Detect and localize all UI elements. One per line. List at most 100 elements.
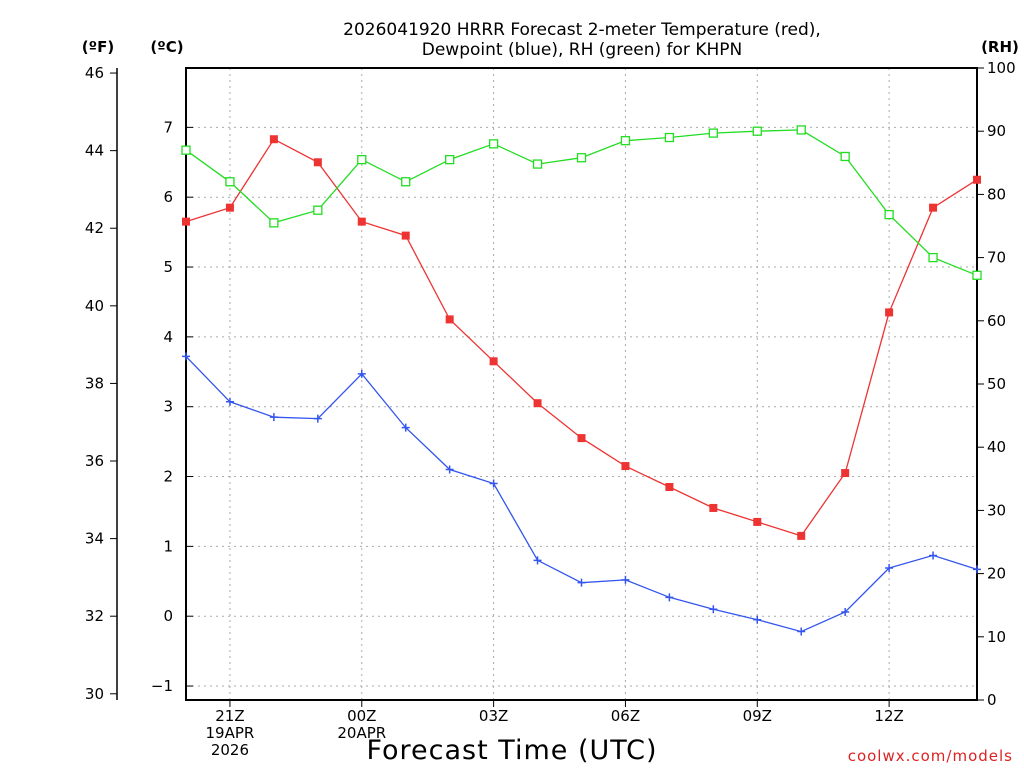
dewpoint-point — [313, 414, 322, 423]
celsius-tick-label: 3 — [163, 398, 173, 416]
dewpoint-point — [357, 369, 366, 378]
dewpoint-point — [841, 608, 850, 617]
2-meter-temperature-point — [445, 315, 454, 324]
2-meter-temperature-point — [313, 158, 322, 167]
dewpoint-point — [401, 423, 410, 432]
rh-point — [796, 125, 806, 135]
rh-tick-label: 60 — [987, 312, 1006, 330]
fahrenheit-tick-label: 44 — [85, 142, 104, 160]
dewpoint-point — [225, 397, 234, 406]
celsius-tick-label: 6 — [163, 188, 173, 206]
rh-tick-label: 30 — [987, 501, 1006, 519]
dewpoint-point — [445, 465, 454, 474]
rh-tick-label: 100 — [987, 59, 1016, 77]
chart-title-line1: 2026041920 HRRR Forecast 2-meter Tempera… — [343, 20, 821, 40]
time-tick-label: 06Z — [611, 707, 640, 725]
time-tick-label: 00Z — [347, 707, 376, 725]
celsius-axis: −1 0 1 2 3 4 5 6 7 — [151, 118, 193, 695]
celsius-tick-label: 2 — [163, 468, 173, 486]
rh-tick-label: 10 — [987, 628, 1006, 646]
fahrenheit-tick-label: 36 — [85, 452, 104, 470]
time-tick-label: 03Z — [479, 707, 508, 725]
time-tick-label: 19APR — [206, 724, 255, 742]
2-meter-temperature-point — [929, 203, 938, 212]
dewpoint-point — [269, 413, 278, 422]
rh-point — [752, 126, 762, 136]
credit-label: coolwx.com/models — [848, 747, 1013, 765]
time-tick-label: 12Z — [874, 707, 903, 725]
2-meter-temperature-point — [533, 399, 542, 408]
rh-point — [972, 270, 982, 280]
rh-tick-label: 80 — [987, 185, 1006, 203]
rh-point — [401, 177, 411, 187]
dewpoint-point — [577, 578, 586, 587]
series-layer — [181, 125, 982, 636]
rh-tick-label: 40 — [987, 438, 1006, 456]
2-meter-temperature-point — [709, 503, 718, 512]
rh-point — [269, 218, 279, 228]
time-tick-label: 09Z — [743, 707, 772, 725]
rh-axis: 0 10 20 30 40 50 60 70 80 90 100 — [977, 59, 1016, 709]
grid — [186, 68, 977, 700]
2-meter-temperature-point — [841, 469, 850, 478]
2-meter-temperature-point — [182, 217, 190, 226]
celsius-tick-label: 1 — [163, 537, 173, 555]
dewpoint-point — [929, 551, 938, 560]
celsius-unit-label: (ºC) — [150, 38, 183, 56]
celsius-tick-label: 7 — [163, 118, 173, 136]
dewpoint-line — [185, 355, 978, 633]
rh-point — [884, 209, 894, 220]
rh-line — [185, 129, 978, 276]
2-meter-temperature-point — [797, 531, 806, 540]
rh-point — [225, 177, 235, 187]
plot-frame — [185, 67, 978, 701]
2-meter-temperature-point — [577, 434, 586, 443]
2-meter-temperature-point — [401, 231, 410, 240]
rh-point — [532, 159, 543, 169]
dewpoint-point — [753, 615, 762, 624]
dewpoint-point — [182, 352, 190, 361]
rh-point — [840, 151, 850, 162]
rh-point — [357, 154, 367, 165]
fahrenheit-tick-label: 46 — [85, 64, 104, 82]
rh-unit-label: (RH) — [981, 38, 1019, 56]
fahrenheit-tick-label: 42 — [85, 219, 104, 237]
2-meter-temperature-point — [357, 217, 366, 226]
rh-tick-label: 0 — [987, 691, 997, 709]
rh-point — [664, 132, 675, 143]
dewpoint-point — [621, 575, 630, 584]
celsius-tick-label: 0 — [163, 607, 173, 625]
dewpoint-point — [489, 479, 498, 488]
rh-point — [445, 154, 455, 165]
rh-point — [928, 252, 938, 263]
fahrenheit-unit-label: (ºF) — [82, 38, 114, 56]
dewpoint-point — [533, 556, 542, 565]
celsius-tick-label: 5 — [163, 258, 173, 276]
2-meter-temperature-point — [885, 308, 894, 317]
time-tick-label: 20APR — [337, 724, 386, 742]
rh-point — [313, 205, 323, 215]
time-tick-label: 21Z — [215, 707, 244, 725]
rh-tick-label: 50 — [987, 375, 1006, 393]
fahrenheit-tick-label: 30 — [85, 685, 104, 703]
2-meter-temperature-point — [753, 517, 762, 526]
dewpoint-point — [709, 605, 718, 614]
2-meter-temperature-point — [973, 175, 981, 184]
fahrenheit-tick-label: 40 — [85, 297, 104, 315]
dewpoint-point — [797, 627, 806, 636]
fahrenheit-axis: 30 32 34 36 38 40 42 44 46 — [85, 64, 117, 703]
dewpoint-point — [665, 593, 674, 602]
2-meter-temperature-point — [621, 462, 630, 471]
rh-tick-label: 70 — [987, 249, 1006, 267]
x-axis-title: Forecast Time (UTC) — [366, 735, 657, 766]
2-meter-temperature-point — [269, 135, 278, 144]
rh-tick-label: 90 — [987, 122, 1006, 140]
dewpoint-point — [973, 565, 981, 574]
time-tick-label: 2026 — [211, 741, 249, 759]
rh-point — [181, 145, 191, 155]
rh-point — [488, 139, 499, 149]
2-meter-temperature-point — [665, 483, 674, 492]
celsius-tick-label: 4 — [163, 328, 173, 346]
